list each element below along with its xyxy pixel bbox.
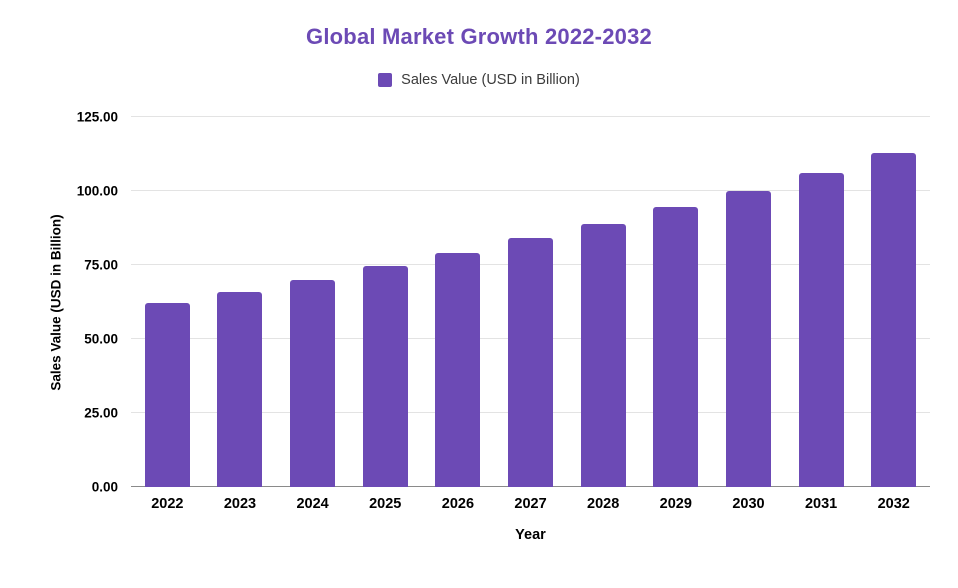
x-tick-label: 2032 (877, 496, 910, 512)
bar-slot (349, 117, 422, 487)
bar-2032 (871, 152, 917, 487)
legend: Sales Value (USD in Billion) (0, 72, 958, 88)
gridline (131, 190, 930, 191)
y-tick-label: 125.00 (76, 109, 118, 125)
x-tick-label: 2029 (659, 496, 692, 512)
bar-2029 (653, 207, 699, 487)
x-tick-label: 2031 (804, 496, 838, 512)
y-tick-label: 50.00 (84, 331, 118, 347)
bar-2028 (580, 223, 626, 487)
legend-label: Sales Value (USD in Billion) (401, 72, 580, 88)
bar-slot (204, 117, 277, 487)
bar-2027 (508, 238, 554, 487)
bar-2023 (217, 291, 263, 487)
bar-2022 (144, 303, 190, 487)
gridline (131, 116, 930, 117)
x-axis-title: Year (515, 527, 546, 543)
plot-area: 2022 2023 2024 2025 2026 2027 2028 2029 2030 2031… (77, 110, 930, 512)
x-tick-label: 2023 (223, 496, 257, 512)
bar-slot (131, 117, 204, 487)
y-axis-title: Sales Value (USD in Billion) (46, 117, 66, 487)
bar-slot (276, 117, 349, 487)
bar-2026 (435, 253, 481, 487)
legend-swatch-icon (378, 73, 393, 87)
x-tick-label: 2022 (151, 496, 184, 512)
chart-title: Global Market Growth 2022-2032 (306, 24, 652, 49)
y-tick-label: 100.00 (76, 183, 118, 199)
y-axis-title-text: Sales Value (USD in Billion) (48, 213, 64, 391)
x-tick-label: 2026 (441, 496, 475, 512)
x-tick-label: 2028 (587, 496, 620, 512)
x-tick-label: 2024 (296, 496, 329, 512)
y-tick-label: 0.00 (91, 479, 118, 495)
bar-slot (785, 117, 858, 487)
bar-slot (712, 117, 785, 487)
bar-slot (639, 117, 712, 487)
x-tick-label: 2027 (514, 496, 547, 512)
x-axis-labels: 2022 2023 2024 2025 2026 2027 2028 2029 2030 2031… (131, 487, 930, 512)
bar-slot (494, 117, 567, 487)
x-tick-label: 2025 (369, 496, 402, 512)
bar-2024 (290, 279, 336, 487)
bar-slot (857, 117, 930, 487)
bar-slot (567, 117, 640, 487)
y-tick-label: 75.00 (84, 257, 118, 273)
bar-2031 (798, 173, 844, 487)
bar-2030 (725, 191, 771, 487)
y-tick-label: 25.00 (84, 405, 118, 421)
bar-2025 (362, 266, 408, 487)
x-tick-label: 2030 (732, 496, 765, 512)
bar-slot (422, 117, 495, 487)
bars-group (131, 117, 930, 487)
